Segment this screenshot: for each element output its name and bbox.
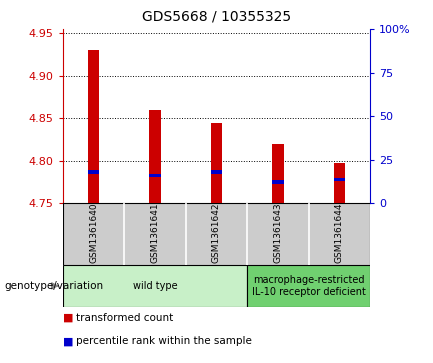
Text: GSM1361640: GSM1361640 [89,203,98,263]
Bar [247,265,370,307]
Text: transformed count: transformed count [76,313,173,323]
Text: GSM1361642: GSM1361642 [212,203,221,263]
Bar [63,265,247,307]
Bar [211,123,222,203]
Text: macrophage-restricted
IL-10 receptor deficient: macrophage-restricted IL-10 receptor def… [252,275,365,297]
Bar [149,174,161,177]
Text: genotype/variation: genotype/variation [4,281,103,291]
Bar [334,178,345,181]
Bar [211,170,222,174]
Bar [149,110,161,203]
Text: wild type: wild type [132,281,178,291]
Text: ■: ■ [63,336,73,346]
Text: ■: ■ [63,313,73,323]
Text: GSM1361643: GSM1361643 [274,203,282,263]
Bar [88,170,99,174]
Text: percentile rank within the sample: percentile rank within the sample [76,336,252,346]
Text: GDS5668 / 10355325: GDS5668 / 10355325 [142,9,291,23]
Bar [334,163,345,203]
Bar [272,180,284,184]
Text: GSM1361641: GSM1361641 [151,203,159,263]
Bar [88,50,99,203]
Bar [272,144,284,203]
Text: GSM1361644: GSM1361644 [335,203,344,263]
